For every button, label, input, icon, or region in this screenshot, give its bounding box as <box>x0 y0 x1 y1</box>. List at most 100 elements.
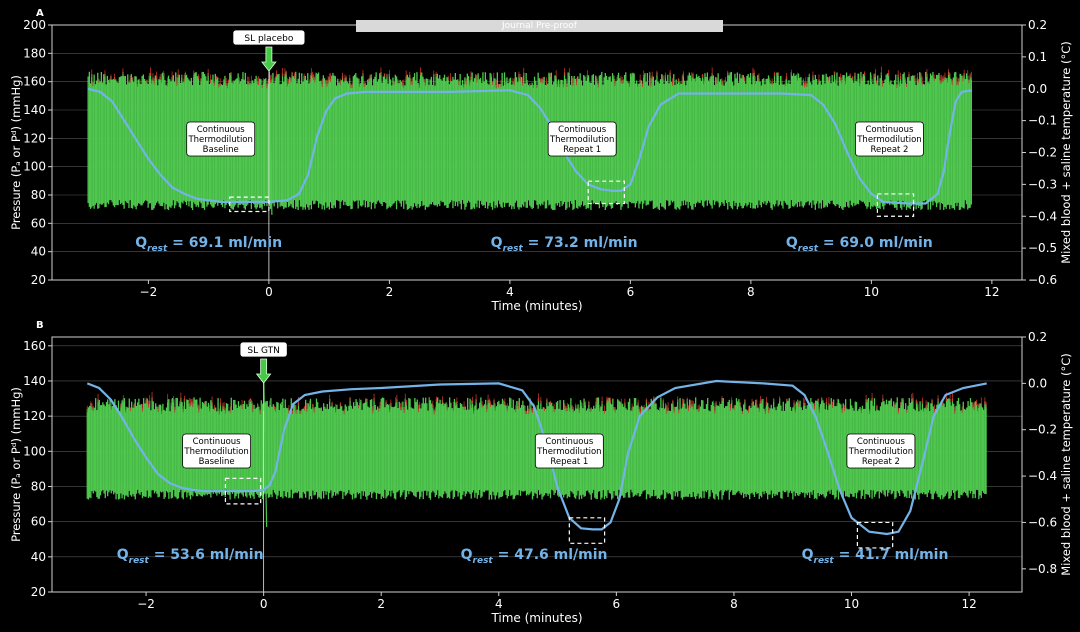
x-tick-label: 0 <box>260 597 268 611</box>
y-left-tick-label: 80 <box>31 188 46 202</box>
y-right-tick-label: 0.0 <box>1028 82 1047 96</box>
annotation-line: Baseline <box>199 457 235 467</box>
flow-rate-label: Qrest = 53.6 ml/min <box>117 547 264 566</box>
annotation-line: Thermodilution <box>848 447 913 457</box>
flow-rate-symbol: Q <box>117 547 129 563</box>
journal-preproof-watermark: Journal Pre-proof <box>356 20 723 32</box>
y-left-tick-label: 40 <box>31 245 46 259</box>
annotation-frame <box>846 433 916 469</box>
annotation-frame <box>182 433 252 469</box>
x-axis-label: Time (minutes) <box>490 611 582 625</box>
y-right-tick-label: 0.2 <box>1028 330 1047 344</box>
x-tick-label: −2 <box>137 597 155 611</box>
x-tick-label: 0 <box>265 285 273 299</box>
drug-label-box <box>232 29 306 46</box>
x-tick-label: 2 <box>386 285 394 299</box>
measurement-window <box>587 180 625 205</box>
y-left-tick-label: 80 <box>31 479 46 493</box>
y-right-tick-label: −0.3 <box>1028 177 1057 191</box>
annotation-frame <box>547 121 617 157</box>
flow-rate-symbol: Q <box>786 235 798 251</box>
annotation-line: Repeat 1 <box>550 457 588 467</box>
flow-rate-value: = 69.0 ml/min <box>818 235 933 251</box>
flow-rate-symbol: Q <box>461 547 473 563</box>
x-tick-label: 8 <box>730 597 738 611</box>
x-tick-label: 2 <box>377 597 385 611</box>
annotation-line: Continuous <box>193 437 242 447</box>
y-right-tick-label: −0.4 <box>1028 469 1057 483</box>
flow-rate-label: Qrest = 41.7 ml/min <box>802 547 949 566</box>
y-left-tick-label: 140 <box>23 103 46 117</box>
annotation-line: Continuous <box>857 437 906 447</box>
annotation-line: Thermodilution <box>183 447 248 457</box>
x-tick-label: 6 <box>627 285 635 299</box>
annotation-line: Continuous <box>197 125 246 135</box>
y-right-tick-label: −0.6 <box>1028 273 1057 287</box>
measurement-window <box>876 193 915 217</box>
annotation-line: Thermodilution <box>856 135 921 145</box>
x-tick-label: −2 <box>140 285 158 299</box>
drug-label: SL GTN <box>247 346 279 356</box>
pressure-spike <box>263 372 268 527</box>
y-right-axis-label: Mixed blood + saline temperature (°C) <box>1059 41 1073 264</box>
flow-rate-subscript: rest <box>129 556 150 566</box>
panel-b: SL GTNContinuousThermodilutionBaselineCo… <box>9 320 1073 625</box>
pressure-spike <box>268 60 273 215</box>
y-right-tick-label: −0.2 <box>1028 423 1057 437</box>
flow-rate-symbol: Q <box>135 235 147 251</box>
y-left-tick-label: 60 <box>31 515 46 529</box>
flow-rate-subscript: rest <box>473 556 494 566</box>
y-right-tick-label: −0.6 <box>1028 515 1057 529</box>
flow-rate-value: = 53.6 ml/min <box>149 547 264 563</box>
annotation-line: Thermodilution <box>549 135 614 145</box>
flow-rate-value: = 69.1 ml/min <box>167 235 282 251</box>
y-left-tick-label: 160 <box>23 339 46 353</box>
panel-label: B <box>36 320 44 331</box>
flow-rate-subscript: rest <box>147 244 168 254</box>
annotation-line: Repeat 2 <box>862 457 900 467</box>
annotation-frame <box>534 433 604 469</box>
x-tick-label: 6 <box>613 597 621 611</box>
y-left-tick-label: 120 <box>23 131 46 145</box>
flow-rate-label: Qrest = 47.6 ml/min <box>461 547 608 566</box>
axes-frame <box>51 336 1023 593</box>
y-left-tick-label: 20 <box>31 273 46 287</box>
flow-rate-subscript: rest <box>814 556 835 566</box>
y-left-tick-label: 40 <box>31 550 46 564</box>
y-left-tick-label: 100 <box>23 160 46 174</box>
y-left-tick-label: 180 <box>23 46 46 60</box>
y-right-tick-label: 0.0 <box>1028 376 1047 390</box>
flow-rate-symbol: Q <box>802 547 814 563</box>
flow-rate-value: = 73.2 ml/min <box>523 235 638 251</box>
y-right-tick-label: −0.1 <box>1028 114 1057 128</box>
flow-rate-symbol: Q <box>491 235 503 251</box>
flow-rate-subscript: rest <box>503 244 524 254</box>
x-tick-label: 4 <box>506 285 514 299</box>
annotation-line: Baseline <box>203 145 239 155</box>
panel-a: SL placeboContinuousThermodilutionBaseli… <box>9 8 1073 313</box>
y-left-tick-label: 160 <box>23 75 46 89</box>
y-right-tick-label: −0.2 <box>1028 146 1057 160</box>
annotation-line: Continuous <box>865 125 914 135</box>
measurement-window <box>224 477 262 505</box>
y-left-tick-label: 100 <box>23 444 46 458</box>
flow-rate-label: Qrest = 69.0 ml/min <box>786 235 933 254</box>
flow-rate-subscript: rest <box>798 244 819 254</box>
y-left-axis-label: Pressure (Pₐ or Pᵈ) (mmHg) <box>9 75 23 230</box>
y-left-tick-label: 120 <box>23 409 46 423</box>
x-tick-label: 12 <box>984 285 999 299</box>
flow-rate-value: = 47.6 ml/min <box>493 547 608 563</box>
measurement-window <box>229 196 270 213</box>
annotation-line: Continuous <box>545 437 594 447</box>
flow-rate-label: Qrest = 69.1 ml/min <box>135 235 282 254</box>
measurement-window <box>856 521 894 549</box>
y-right-tick-label: −0.8 <box>1028 562 1057 576</box>
annotation-line: Repeat 2 <box>870 145 908 155</box>
